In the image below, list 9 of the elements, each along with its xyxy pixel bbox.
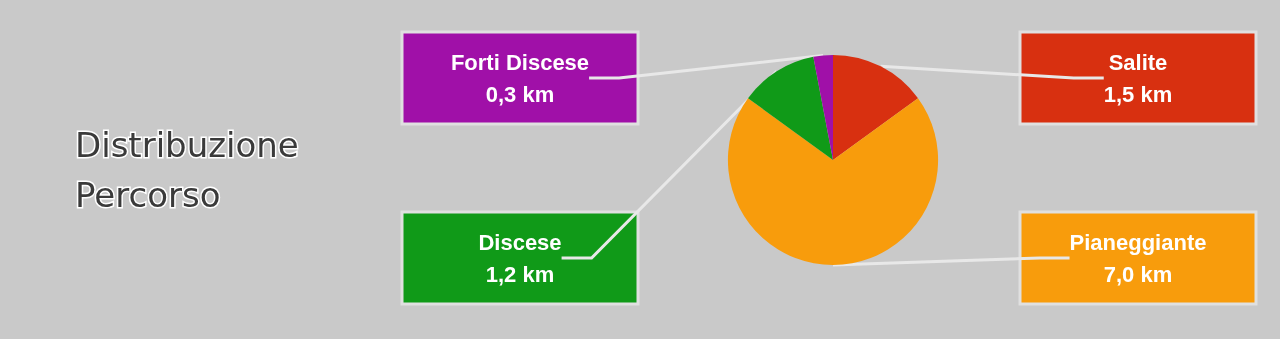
data-label: 7,0 km	[1103, 261, 1173, 287]
slice-label: Discese	[478, 229, 562, 255]
data-label: 0,3 km	[485, 81, 555, 107]
data-label: 1,5 km	[1103, 81, 1173, 107]
slice-label: Pianeggiante	[1069, 229, 1207, 255]
data-label: 1,2 km	[485, 261, 555, 287]
slice-label: Salite	[1108, 49, 1168, 75]
text: Distribuzione Percorso	[75, 124, 310, 215]
slice-label: Forti Discese	[450, 49, 590, 75]
